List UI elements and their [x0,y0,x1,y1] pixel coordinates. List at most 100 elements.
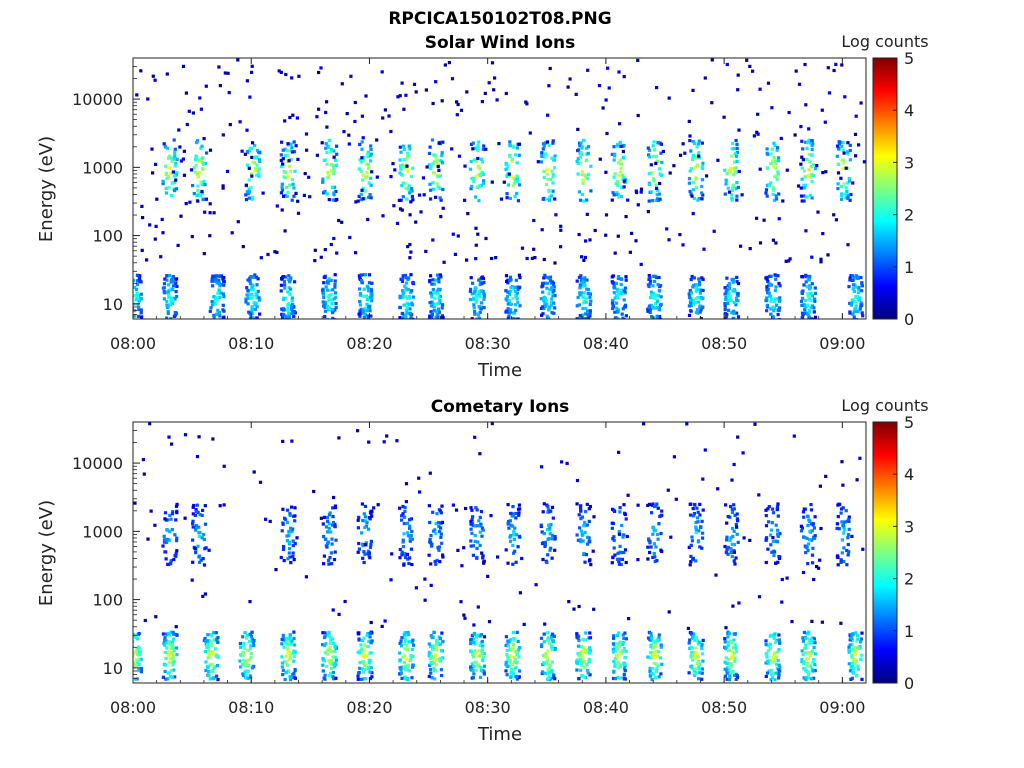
heatmap-cell [430,317,434,319]
heatmap-cell [734,522,738,527]
heatmap-cell [428,540,432,544]
heatmap-cell [610,301,615,305]
heatmap-cell [774,194,778,198]
heatmap-cell [772,141,776,145]
heatmap-cell [195,510,199,514]
heatmap-cell [407,303,411,307]
heatmap-cell [613,251,617,255]
heatmap-cell [577,513,581,517]
heatmap-cell [810,649,814,653]
heatmap-cell [731,183,736,187]
heatmap-cell [402,107,406,111]
heatmap-cell [409,517,414,521]
heatmap-cell [363,504,368,508]
heatmap-cell [363,643,367,647]
heatmap-cell [516,319,519,322]
heatmap-cell [428,145,432,149]
heatmap-cell [240,149,244,153]
heatmap-cell [515,652,519,657]
heatmap-cell [362,662,366,666]
heatmap-cell [254,301,258,305]
heatmap-cell [688,502,692,506]
heatmap-cell [389,578,393,582]
heatmap-cell [431,101,435,106]
heatmap-cell [850,278,854,282]
heatmap-cell [279,153,283,157]
heatmap-cell [703,76,707,80]
heatmap-cell [517,142,522,146]
heatmap-cell [212,313,216,317]
heatmap-cell [406,168,410,172]
heatmap-cell [409,273,413,277]
heatmap-cell [724,315,729,319]
heatmap-cell [507,526,511,530]
heatmap-cell [465,90,469,94]
heatmap-cell [361,178,365,182]
heatmap-cell [693,503,697,507]
heatmap-cell [407,640,411,644]
heatmap-cell [723,637,727,641]
x-tick-label: 09:00 [819,334,865,353]
heatmap-cell [540,670,545,674]
heatmap-cell [659,672,663,676]
heatmap-cell [127,639,130,642]
heatmap-cell [541,557,545,562]
heatmap-cell [495,98,499,102]
heatmap-cell [358,314,362,318]
heatmap-cell [284,314,288,318]
heatmap-cell [329,551,333,555]
heatmap-cell [404,482,409,486]
heatmap-cell [691,140,695,144]
heatmap-cell [577,275,581,279]
heatmap-cell [832,213,836,217]
heatmap-cell [200,191,204,195]
heatmap-cell [575,279,579,283]
heatmap-cell [810,294,814,298]
heatmap-cell [669,535,673,539]
heatmap-cell [400,277,404,281]
heatmap-cell [806,141,810,145]
heatmap-cell [315,153,319,157]
heatmap-cell [584,631,588,635]
heatmap-cell [800,166,804,170]
heatmap-cell [433,669,437,673]
heatmap-cell [171,275,175,279]
heatmap-cell [293,651,297,655]
heatmap-cell [184,91,188,95]
heatmap-cell [135,93,139,97]
heatmap-cell [849,664,853,668]
heatmap-cell [613,172,617,176]
heatmap-cell [403,664,407,668]
heatmap-cell [211,677,215,681]
heatmap-cell [171,288,175,292]
heatmap-cell [771,536,775,540]
heatmap-cell [253,161,257,165]
heatmap-cell [440,99,444,103]
heatmap-cell [332,236,336,241]
heatmap-cell [401,289,405,293]
heatmap-cell [331,515,335,519]
heatmap-cell [323,673,327,677]
heatmap-cell [410,676,414,680]
heatmap-cell [801,570,806,575]
heatmap-cell [698,671,702,675]
heatmap-cell [765,275,769,279]
heatmap-cell [514,308,518,312]
heatmap-cell [477,292,481,296]
heatmap-cell [333,522,337,526]
heatmap-cell [191,525,195,529]
heatmap-cell [286,142,290,146]
heatmap-cell [695,145,699,149]
heatmap-cell [363,515,368,519]
heatmap-cell [844,196,848,200]
heatmap-cell [473,652,477,656]
heatmap-cell [846,536,850,540]
heatmap-cell [223,71,227,75]
heatmap-cell [435,558,439,562]
heatmap-cell [287,551,291,555]
heatmap-cell [134,294,138,298]
heatmap-cell [803,175,807,179]
heatmap-cell [769,533,773,537]
heatmap-cell [698,662,702,667]
heatmap-cell [621,173,625,177]
